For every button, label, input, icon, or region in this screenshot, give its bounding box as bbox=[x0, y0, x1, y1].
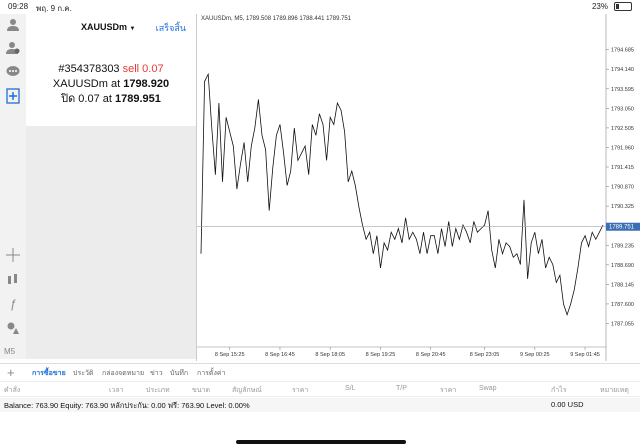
order-line-3: ปิด 0.07 at 1789.951 bbox=[26, 92, 196, 107]
col-price: ราคา bbox=[292, 387, 309, 394]
x-tick-label: 8 Sep 18:05 bbox=[315, 352, 345, 358]
objects-icon[interactable] bbox=[5, 320, 21, 336]
order-line-2: XAUUSDm at 1798.920 bbox=[26, 77, 196, 92]
battery-percent: 23% bbox=[591, 2, 608, 11]
chat-icon[interactable] bbox=[5, 64, 21, 80]
col-comment: หมายเหตุ bbox=[600, 387, 629, 394]
status-right: 23% bbox=[592, 2, 632, 11]
order-id: #354378303 bbox=[58, 63, 120, 75]
home-indicator[interactable] bbox=[236, 440, 406, 444]
y-tick-label: 1792.505 bbox=[611, 126, 634, 132]
chart-title: XAUUSDm, M5, 1789.508 1789.896 1788.441 … bbox=[201, 16, 352, 22]
y-tick-label: 1787.600 bbox=[611, 302, 634, 308]
col-swap: Swap bbox=[479, 385, 497, 392]
timeframe-button[interactable]: M5 bbox=[4, 347, 16, 356]
y-tick-label: 1789.235 bbox=[611, 243, 634, 249]
left-toolbar: ƒ M5 bbox=[0, 14, 27, 359]
status-date: พฤ. 9 ก.ค. bbox=[36, 4, 72, 13]
y-tick-label: 1793.595 bbox=[611, 87, 634, 93]
terminal-tabs: + การซื้อขาย ประวัติ กล่องจดหมาย ข่าว บั… bbox=[0, 363, 640, 383]
tab-mailbox[interactable]: กล่องจดหมาย bbox=[102, 370, 145, 377]
x-tick-label: 9 Sep 00:25 bbox=[520, 352, 550, 358]
tab-history[interactable]: ประวัติ bbox=[73, 370, 94, 377]
x-tick-label: 8 Sep 20:45 bbox=[416, 352, 446, 358]
y-tick-label: 1794.685 bbox=[611, 48, 634, 54]
close-price: 1789.951 bbox=[115, 93, 161, 105]
close-text: ปิด 0.07 at bbox=[61, 93, 112, 105]
order-panel: XAUUSDm ▼ เสร็จสิ้น #354378303 sell 0.07… bbox=[26, 14, 196, 127]
col-price-current: ราคา bbox=[440, 387, 457, 394]
chart-type-icon[interactable] bbox=[5, 272, 21, 288]
x-tick-label: 8 Sep 23:05 bbox=[470, 352, 500, 358]
caret-down-icon: ▼ bbox=[129, 26, 136, 32]
account-settings-icon[interactable] bbox=[5, 40, 21, 56]
y-tick-label: 1793.050 bbox=[611, 106, 634, 112]
y-tick-label: 1794.140 bbox=[611, 67, 634, 73]
col-type: ประเภท bbox=[146, 387, 170, 394]
panel-empty-area bbox=[26, 126, 196, 359]
col-time: เวลา bbox=[109, 387, 124, 394]
tab-news[interactable]: ข่าว bbox=[150, 370, 163, 377]
y-tick-label: 1791.960 bbox=[611, 145, 634, 151]
open-price: 1798.920 bbox=[123, 78, 170, 90]
order-summary: #354378303 sell 0.07 XAUUSDm at 1798.920… bbox=[26, 62, 196, 107]
indicators-icon[interactable]: ƒ bbox=[9, 297, 17, 311]
tab-journal[interactable]: บันทึก bbox=[170, 370, 189, 377]
price-chart[interactable]: XAUUSDm, M5, 1789.508 1789.896 1788.441 … bbox=[196, 14, 640, 361]
tab-settings[interactable]: การตั้งค่า bbox=[197, 370, 226, 377]
tab-trade[interactable]: การซื้อขาย bbox=[32, 370, 66, 377]
y-tick-label: 1788.690 bbox=[611, 263, 634, 269]
x-tick-label: 8 Sep 16:45 bbox=[265, 352, 295, 358]
col-symbol: สัญลักษณ์ bbox=[232, 387, 262, 394]
total-profit: 0.00 USD bbox=[551, 400, 584, 409]
panel-header: XAUUSDm ▼ เสร็จสิ้น bbox=[26, 14, 196, 40]
symbol-label: XAUUSDm bbox=[81, 22, 128, 32]
y-tick-label: 1790.870 bbox=[611, 185, 634, 191]
chart-svg: 1794.685 1794.140 1793.595 1793.050 1792.505… bbox=[197, 14, 640, 361]
col-size: ขนาด bbox=[192, 387, 211, 394]
balance-row: Balance: 763.90 Equity: 763.90 หลักประกั… bbox=[0, 398, 640, 412]
col-sl: S/L bbox=[345, 385, 356, 392]
symbol-select[interactable]: XAUUSDm ▼ bbox=[81, 22, 135, 32]
order-type: sell 0.07 bbox=[122, 63, 164, 75]
order-line-1: #354378303 sell 0.07 bbox=[26, 62, 196, 77]
plus-icon[interactable]: + bbox=[7, 365, 15, 380]
balance-summary: Balance: 763.90 Equity: 763.90 หลักประกั… bbox=[4, 401, 250, 410]
account-icon[interactable] bbox=[5, 16, 21, 32]
x-tick-label: 9 Sep 01:45 bbox=[570, 352, 600, 358]
battery-icon bbox=[614, 2, 632, 11]
y-tick-label: 1788.145 bbox=[611, 282, 634, 288]
x-tick-label: 8 Sep 19:25 bbox=[366, 352, 396, 358]
col-tp: T/P bbox=[396, 385, 407, 392]
y-tick-label: 1787.055 bbox=[611, 321, 634, 327]
new-order-icon[interactable] bbox=[5, 88, 21, 104]
status-time: 09:28 bbox=[8, 2, 29, 11]
col-order: คำสั่ง bbox=[4, 387, 21, 394]
done-button[interactable]: เสร็จสิ้น bbox=[155, 23, 186, 33]
current-price-label: 1789.751 bbox=[609, 225, 635, 231]
trade-table-header: คำสั่ง เวลา ประเภท ขนาด สัญลักษณ์ ราคา S… bbox=[0, 381, 640, 397]
x-tick-label: 8 Sep 15:25 bbox=[215, 352, 245, 358]
col-profit: กำไร bbox=[551, 387, 567, 394]
y-tick-label: 1790.325 bbox=[611, 204, 634, 210]
status-bar: 09:28 พฤ. 9 ก.ค. 23% bbox=[0, 0, 640, 14]
crosshair-icon[interactable] bbox=[5, 247, 21, 263]
y-tick-label: 1791.415 bbox=[611, 165, 634, 171]
open-symbol: XAUUSDm at bbox=[52, 78, 121, 90]
price-line bbox=[200, 72, 604, 316]
current-price-tag bbox=[606, 222, 640, 231]
